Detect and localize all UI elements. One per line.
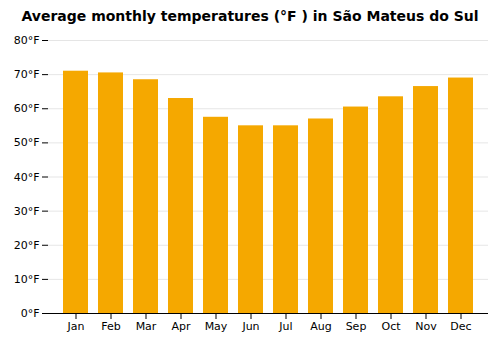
svg-text:20°F: 20°F <box>14 239 40 252</box>
svg-text:40°F: 40°F <box>14 171 40 184</box>
svg-text:Dec: Dec <box>450 320 471 333</box>
svg-text:0°F: 0°F <box>21 307 40 320</box>
svg-text:Nov: Nov <box>415 320 437 333</box>
svg-text:30°F: 30°F <box>14 205 40 218</box>
svg-text:May: May <box>205 320 228 333</box>
svg-text:Jan: Jan <box>67 320 85 333</box>
svg-text:Sep: Sep <box>346 320 367 333</box>
svg-text:80°F: 80°F <box>14 34 40 47</box>
svg-text:Aug: Aug <box>310 320 331 333</box>
svg-text:Feb: Feb <box>101 320 120 333</box>
svg-text:Mar: Mar <box>136 320 157 333</box>
svg-text:70°F: 70°F <box>14 68 40 81</box>
svg-text:60°F: 60°F <box>14 102 40 115</box>
html-text:Average monthly temperatures (: Average monthly temperatures (°F ) in Sã… <box>21 8 479 24</box>
svg-text:Jun: Jun <box>241 320 259 333</box>
svg-text:Apr: Apr <box>171 320 191 333</box>
svg-text:Oct: Oct <box>381 320 401 333</box>
svg-text:50°F: 50°F <box>14 136 40 149</box>
svg-text:10°F: 10°F <box>14 273 40 286</box>
svg-text:Jul: Jul <box>278 320 292 333</box>
